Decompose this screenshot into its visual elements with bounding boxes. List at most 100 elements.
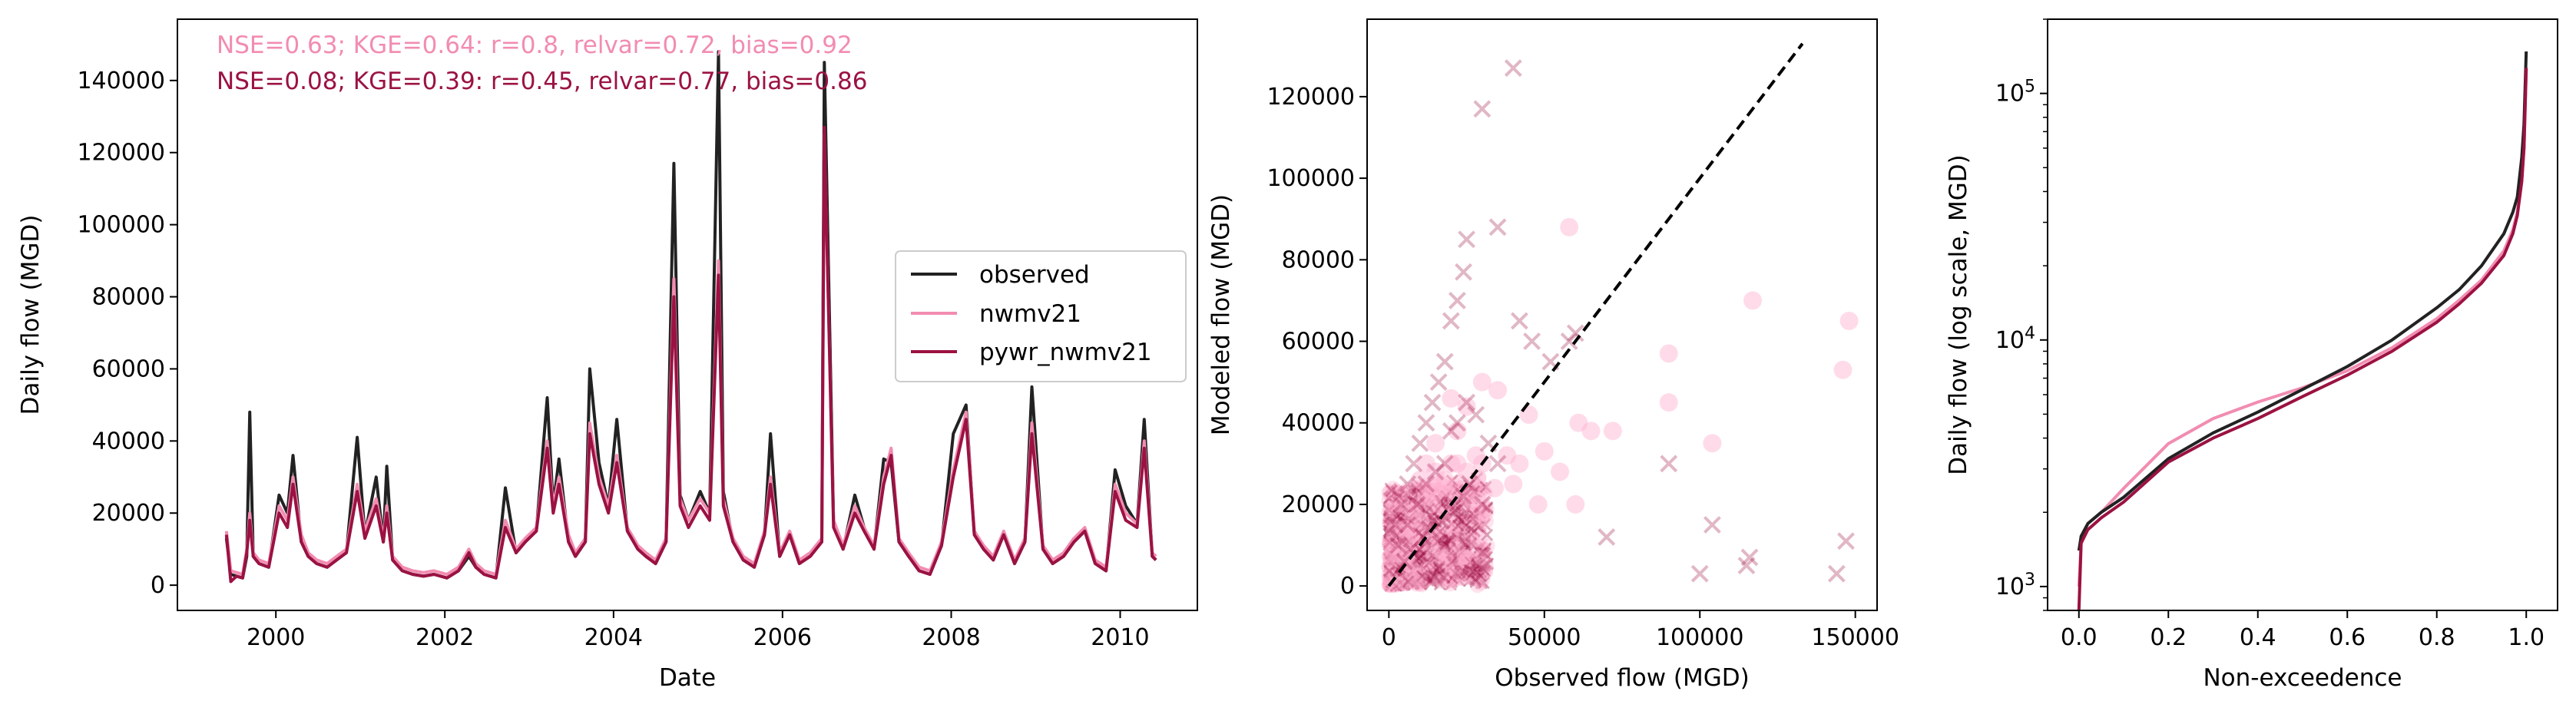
scatter-circle-marker: [1389, 551, 1405, 567]
scatter-x-marker: [1462, 555, 1475, 568]
scatter-x-marker: [1401, 518, 1414, 531]
scatter-x-marker: [1434, 574, 1447, 587]
scatter-x-marker: [1412, 508, 1426, 521]
scatter-circle-marker: [1413, 513, 1429, 529]
scatter-x-marker: [1410, 484, 1424, 497]
scatter-x-marker: [1458, 526, 1471, 539]
scatter-x-marker: [1481, 502, 1494, 515]
scatter-circle-marker: [1442, 523, 1459, 539]
scatter-circle-marker: [1478, 564, 1494, 580]
scatter-x-marker: [1468, 573, 1482, 586]
scatter-x-marker: [1423, 571, 1436, 584]
scatter-x-marker: [1456, 564, 1469, 577]
scatter-x-marker: [1417, 553, 1430, 566]
scatter-circle-marker: [1475, 571, 1491, 587]
scatter-x-marker: [1385, 490, 1398, 503]
scatter-circle-marker: [1409, 497, 1425, 513]
scatter-x-marker: [1474, 519, 1487, 532]
scatter-x-marker: [1383, 500, 1396, 513]
scatter-circle-marker: [1439, 561, 1455, 577]
scatter-x-marker: [1452, 549, 1465, 563]
scatter-x-marker: [1432, 568, 1446, 581]
scatter-x-marker: [1382, 564, 1396, 577]
scatter-x-marker: [1414, 577, 1427, 590]
scatter-x-marker: [1386, 561, 1399, 574]
scatter-point: [1410, 511, 1429, 531]
scatter-circle-marker: [1462, 569, 1478, 585]
scatter-x-marker: [1409, 572, 1422, 585]
y-tick-label: 0: [151, 572, 165, 599]
scatter-x-marker: [1470, 552, 1483, 565]
scatter-point: [1399, 475, 1417, 493]
scatter-x-marker: [1412, 552, 1425, 565]
y-tick-label: 0: [1340, 573, 1355, 600]
scatter-point: [1423, 393, 1442, 412]
scatter-x-marker: [1405, 569, 1418, 582]
scatter-circle-marker: [1436, 475, 1452, 491]
scatter-point: [1416, 487, 1435, 506]
scatter-point: [1523, 332, 1541, 350]
scatter-circle-marker: [1477, 485, 1493, 501]
fdc-line-pywr-nwmv21: [2077, 68, 2528, 611]
scatter-x-marker: [1407, 577, 1420, 590]
y-tick-label: 104: [1995, 324, 2035, 354]
scatter-circle-marker: [1451, 544, 1467, 561]
scatter-circle-marker: [1415, 560, 1432, 576]
scatter-x-marker: [1425, 530, 1439, 544]
scatter-x-marker: [1449, 567, 1462, 580]
scatter-circle-marker: [1464, 517, 1480, 533]
scatter-x-marker: [1384, 533, 1397, 546]
scatter-x-marker: [1444, 542, 1457, 555]
scatter-x-marker: [1425, 510, 1439, 524]
scatter-circle-marker: [1475, 481, 1491, 497]
scatter-x-marker: [1451, 563, 1465, 576]
scatter-circle-marker: [1397, 484, 1413, 501]
scatter-x-marker: [1432, 547, 1445, 560]
scatter-x-marker: [1382, 537, 1396, 551]
scatter-x-marker: [1471, 559, 1484, 572]
scatter-circle-marker: [1399, 557, 1415, 574]
scatter-circle-marker: [1382, 532, 1398, 548]
scatter-circle-marker: [1456, 548, 1472, 564]
scatter-x-marker: [1476, 563, 1490, 576]
scatter-point: [1598, 527, 1616, 546]
x-tick-label: 2010: [1091, 624, 1149, 651]
scatter-x-marker: [1384, 547, 1397, 561]
scatter-circle-marker: [1392, 495, 1409, 511]
scatter-circle-marker: [1445, 520, 1462, 536]
scatter-x-marker: [1405, 553, 1418, 566]
scatter-circle-marker: [1386, 524, 1402, 540]
scatter-circle-marker: [1395, 575, 1411, 591]
scatter-x-marker: [1424, 486, 1437, 499]
scatter-circle-marker: [1421, 482, 1437, 498]
scatter-circle-marker: [1415, 518, 1432, 534]
scatter-circle-marker: [1381, 504, 1397, 521]
scatter-x-marker: [1384, 533, 1397, 546]
scatter-x-marker: [1434, 487, 1447, 501]
scatter-circle-marker: [1468, 565, 1484, 581]
scatter-circle-marker: [1384, 544, 1400, 561]
scatter-circle-marker: [1478, 513, 1494, 529]
scatter-x-marker: [1390, 510, 1403, 524]
scatter-x-marker: [1467, 551, 1481, 564]
scatter-point: [1467, 405, 1485, 424]
scatter-circle-marker: [1473, 575, 1489, 591]
scatter-x-marker: [1419, 536, 1432, 549]
scatter-x-marker: [1462, 563, 1475, 576]
scatter-x-marker: [1479, 557, 1492, 570]
scatter-x-marker: [1406, 512, 1419, 525]
scatter-point: [1560, 217, 1579, 236]
scatter-x-marker: [1464, 536, 1478, 549]
scatter-x-marker: [1413, 501, 1426, 514]
scatter-circle-marker: [1389, 573, 1405, 589]
scatter-circle-marker: [1475, 540, 1491, 556]
scatter-x-marker: [1394, 511, 1408, 524]
scatter-circle-marker: [1453, 567, 1469, 583]
scatter-x-marker: [1442, 534, 1455, 547]
scatter-x-marker: [1398, 564, 1412, 577]
scatter-x-marker: [1478, 564, 1492, 577]
scatter-circle-marker: [1419, 560, 1435, 576]
scatter-x-marker: [1459, 538, 1472, 551]
scatter-x-marker: [1383, 530, 1397, 543]
scatter-x-marker: [1386, 547, 1399, 560]
